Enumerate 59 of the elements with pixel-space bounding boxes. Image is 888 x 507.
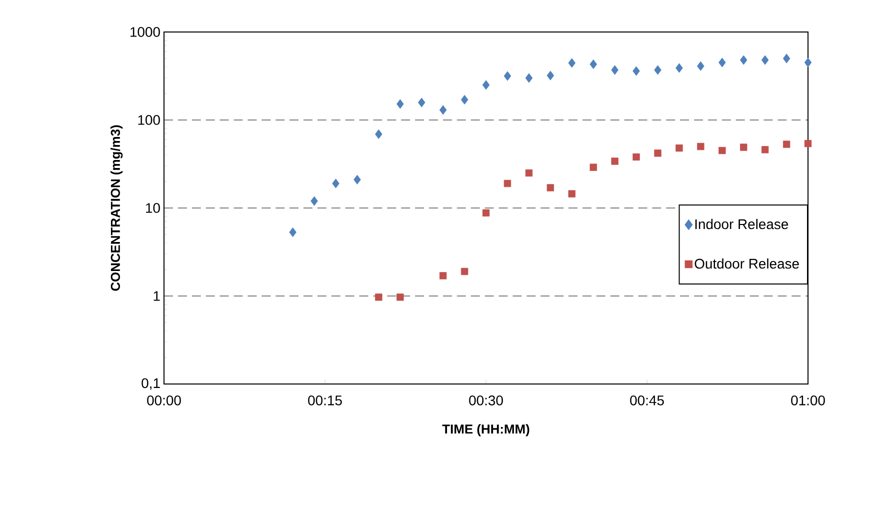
y-tick-label: 1000	[130, 27, 160, 37]
point	[525, 73, 533, 83]
point	[504, 180, 512, 188]
x-tick-label: 01:00	[791, 395, 825, 406]
point	[568, 190, 576, 198]
point	[697, 61, 704, 71]
point	[396, 99, 404, 109]
point	[590, 164, 597, 171]
x-axis-title: TIME (HH:MM)	[442, 424, 530, 436]
point	[568, 58, 576, 68]
y-tick-label: 1	[154, 291, 160, 301]
point	[396, 294, 404, 301]
point	[289, 227, 296, 238]
y-tick-label: 10	[146, 203, 160, 213]
x-tick-label: 00:15	[308, 395, 342, 406]
point	[375, 294, 382, 301]
point	[676, 63, 683, 73]
point	[546, 70, 554, 80]
point	[482, 209, 490, 216]
legend-label: Outdoor Release	[694, 258, 799, 269]
point	[654, 65, 662, 75]
point	[761, 146, 769, 154]
point	[697, 142, 704, 150]
point	[354, 174, 361, 184]
point	[740, 144, 748, 151]
point	[418, 98, 426, 108]
point	[439, 272, 447, 280]
x-tick-label: 00:45	[630, 395, 664, 406]
point	[375, 129, 382, 139]
point	[804, 58, 812, 68]
point	[632, 66, 640, 76]
point	[804, 140, 812, 148]
point	[482, 80, 490, 90]
point	[439, 105, 447, 115]
y-axis-title: CONCENTRATION (mg/m3)	[110, 125, 123, 291]
point	[761, 55, 769, 65]
point	[676, 144, 683, 152]
point	[718, 58, 726, 68]
point	[504, 71, 512, 81]
point	[654, 150, 662, 157]
point	[611, 158, 618, 165]
point	[740, 55, 748, 65]
point	[590, 59, 597, 70]
point	[782, 54, 790, 64]
point	[460, 94, 468, 105]
point	[332, 178, 340, 188]
point	[310, 196, 318, 206]
point	[632, 153, 640, 161]
x-tick-label: 00:00	[147, 395, 181, 406]
legend-label: Indoor Release	[695, 218, 788, 230]
point	[546, 184, 554, 192]
y-tick-label: 0,1	[142, 378, 160, 390]
point	[460, 268, 468, 276]
x-tick-label: 00:30	[469, 395, 503, 406]
y-tick-label: 100	[138, 115, 160, 125]
point	[718, 146, 726, 154]
point	[611, 65, 618, 75]
point	[525, 169, 533, 177]
point	[782, 140, 790, 148]
